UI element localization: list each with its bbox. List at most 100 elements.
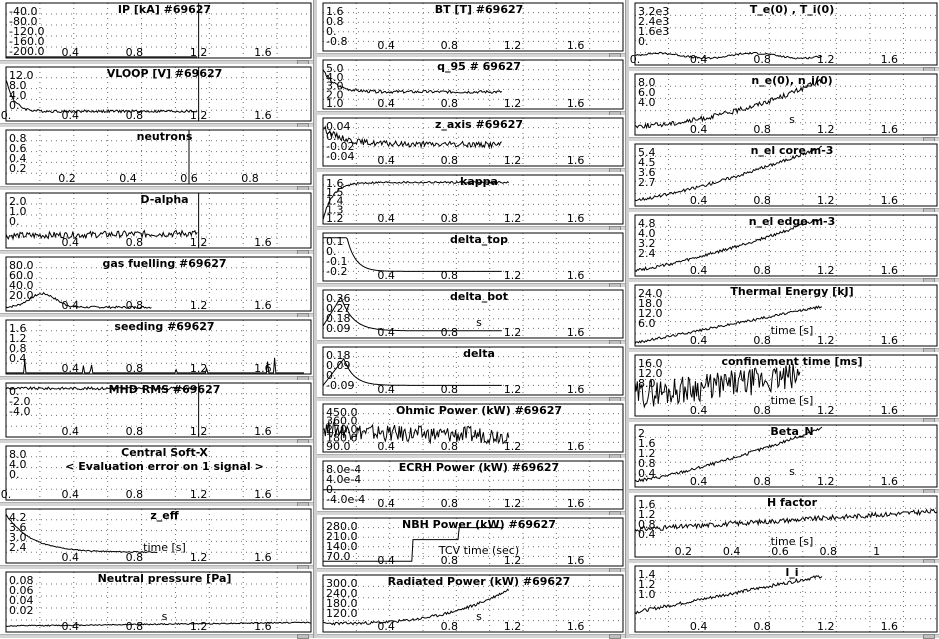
plot-annotation: s: [789, 465, 795, 478]
plot-panel-kappa[interactable]: 1.6 1.5 1.4 1.3 1.2 0.4 0.8 1.2 1.6 kappa: [317, 172, 625, 226]
plot-frame: [322, 174, 624, 225]
plot-panel-zaxis[interactable]: 0.04 0. -0.02 -0.04 0.4 0.8 1.2 1.6 z_axis #6962…: [317, 115, 625, 168]
plot-panel-gas[interactable]: 80.0 60.0 40.0 20.0 0.4 0.8 1.2 1.6 gas fuelling…: [0, 254, 313, 313]
plot-svg-dalpha: 2.01.00. 0.4 0.8 1.2 1.6 D-alpha: [5, 192, 312, 249]
panel-separator[interactable]: [317, 226, 625, 230]
panel-separator[interactable]: [317, 283, 625, 287]
y-tick-label: 8.0: [638, 76, 656, 89]
plot-frame: [322, 403, 624, 453]
y-tick-label: 80.0: [9, 259, 34, 272]
x-tick-label: 1.2: [190, 109, 208, 122]
panel-separator[interactable]: [317, 454, 625, 458]
plot-panel-ne0[interactable]: 8.0 6.0 4.0 0.4 0.8 1.2 1.6 n_e(0), n_i(0) s: [629, 71, 939, 137]
plot-panel-deltabot[interactable]: 0.36 0.27 0.18 0.09 0.4 0.8 1.2 1.6 delta_bot s: [317, 287, 625, 340]
panel-separator[interactable]: [629, 348, 939, 352]
panel-separator[interactable]: [0, 376, 313, 380]
panel-separator[interactable]: [0, 634, 313, 638]
y-tick-label: 0.04: [326, 120, 351, 133]
plot-panel-betan[interactable]: 2 1.6 1.2 0.8 0.4 0.4 0.8 1.2 1.6 Beta_N s: [629, 422, 939, 489]
panel-separator[interactable]: [317, 634, 625, 638]
panel-resize-handle[interactable]: [609, 634, 621, 639]
panel-resize-handle[interactable]: [297, 634, 309, 639]
plot-annotation: s: [789, 113, 795, 126]
plot-panel-vloop[interactable]: 12.0 8.0 4.0 0. 0. 0.4 0.8 1.2 1.6 VLOOP [V] #696…: [0, 64, 313, 123]
panel-separator[interactable]: [629, 137, 939, 141]
plot-frame: [634, 73, 938, 136]
plot-panel-rad[interactable]: 300.0 240.0 180.0 120.0 0.4 0.8 1.2 1.6 Radiated…: [317, 572, 625, 634]
plot-title: Ohmic Power (kW) #69627: [396, 404, 562, 417]
panel-separator[interactable]: [629, 634, 939, 638]
y-tick-label: 18.0: [638, 297, 663, 310]
y-tick-label: 1.6: [326, 5, 344, 18]
panel-separator[interactable]: [0, 565, 313, 569]
plot-panel-tau[interactable]: 16.0 12.0 8.0 0.4 0.8 1.2 1.6 confinement time …: [629, 352, 939, 418]
y-tick-label: 8.0: [9, 79, 27, 92]
plot-panel-mhd[interactable]: 0. -2.0 -4.0 0.4 0.8 1.2 1.6 MHD RMS #69627: [0, 380, 313, 439]
plot-panel-ecrh[interactable]: 8.0e-4 4.0e-4 0. -4.0e-4 0.4 0.8 1.2 1.6 ECRH Po…: [317, 458, 625, 511]
panel-separator[interactable]: [0, 439, 313, 443]
plot-title: Central Soft-X: [121, 446, 208, 459]
panel-separator[interactable]: [0, 313, 313, 317]
y-tick-label: -120.0: [9, 25, 44, 38]
x-tick-label: 1.2: [817, 404, 835, 417]
panel-separator[interactable]: [0, 250, 313, 254]
y-tick-label: 4.0: [9, 89, 27, 102]
plot-panel-needge[interactable]: 4.8 4.0 3.2 2.4 0.4 0.8 1.2 1.6 n_el edge m-3: [629, 212, 939, 278]
panel-separator[interactable]: [317, 568, 625, 572]
panel-separator[interactable]: [629, 418, 939, 422]
plot-panel-ohmic[interactable]: 450.0 360.0 270.0 180.0 90.0 0.4 0.8 1.2 1.6 Ohmi…: [317, 401, 625, 454]
plot-panel-li[interactable]: 1.4 1.2 1.0 0.4 0.8 1.2 1.6 l_i: [629, 563, 939, 634]
panel-separator[interactable]: [629, 208, 939, 212]
panel-separator[interactable]: [317, 53, 625, 57]
x-tick-label: 0.4: [61, 299, 79, 312]
plot-panel-wth[interactable]: 24.0 18.0 12.0 6.0 0.4 0.8 1.2 1.6 Thermal Energ…: [629, 282, 939, 348]
plot-panel-bt[interactable]: 1.6 0.8 0. -0.8 0.4 0.8 1.2 1.6 BT [T] #69627: [317, 0, 625, 53]
plot-panel-ip[interactable]: -40.0 -80.0 -120.0 -160.0 -200.0 0.4 0.8 1.2 1.6…: [0, 0, 313, 60]
y-tick-label: 16.0: [638, 357, 663, 370]
plot-panel-nbh[interactable]: 280.0 210.0 140.0 70.0 0.4 0.8 1.2 1.6 NBH Power…: [317, 515, 625, 568]
y-tick-label: 1.2: [326, 212, 344, 225]
plot-panel-seeding[interactable]: 1.6 1.2 0.8 0.4 0.4 0.8 1.2 1.6 seeding #69627: [0, 317, 313, 376]
plot-panel-delta[interactable]: 0.18 0.09 0. -0.09 0.4 0.8 1.2 1.6 delta: [317, 344, 625, 397]
x-tick-label: 0.8: [753, 194, 771, 207]
panel-separator[interactable]: [0, 186, 313, 190]
panel-separator[interactable]: [0, 123, 313, 127]
panel-separator[interactable]: [0, 502, 313, 506]
plot-frame: [634, 214, 938, 277]
plot-frame: [5, 129, 312, 185]
panel-separator[interactable]: [0, 60, 313, 64]
plot-panel-dalpha[interactable]: 2.0 1.0 0. 0.4 0.8 1.2 1.6 D-alpha: [0, 190, 313, 250]
x-tick-label: 0.4: [690, 194, 708, 207]
panel-separator[interactable]: [317, 511, 625, 515]
plot-panel-zeff[interactable]: 4.2 3.6 3.0 2.4 0.4 0.8 1.2 1.6 z_eff time [s]: [0, 506, 313, 565]
panel-separator[interactable]: [317, 168, 625, 172]
panel-separator[interactable]: [629, 278, 939, 282]
plot-panel-deltatop[interactable]: 0.1 0. -0.1 -0.2 0.4 0.8 1.2 1.6 delta_top: [317, 230, 625, 283]
plot-svg-ne0: 8.06.04.0 0.4 0.8 1.2 1.6 n_e(0), n_i(0)s: [634, 73, 938, 136]
plot-panel-neutrons[interactable]: 0.8 0.6 0.4 0.2 0.2 0.4 0.6 0.8 neutrons: [0, 127, 313, 186]
plot-panel-softx[interactable]: 8.0 4.0 0. 0. 0.4 0.8 1.2 1.6 Central Soft-X < Ev…: [0, 443, 313, 502]
plot-title: D-alpha: [140, 193, 188, 206]
plot-annotation: time [s]: [771, 535, 814, 548]
panel-separator[interactable]: [629, 67, 939, 71]
plot-panel-necore[interactable]: 5.4 4.5 3.6 2.7 0.4 0.8 1.2 1.6 n_el core m-3: [629, 141, 939, 208]
y-tick-label: 0.8: [326, 15, 344, 28]
plot-panel-q95[interactable]: 5.0 4.0 3.0 2.0 1.0 0.4 0.8 1.2 1.6 q_95 # 69627: [317, 57, 625, 111]
panel-resize-handle[interactable]: [923, 634, 935, 639]
x-tick-label: 1.6: [567, 269, 585, 282]
panel-separator[interactable]: [629, 559, 939, 563]
plot-panel-te[interactable]: 3.2e3 2.4e3 1.6e3 0. 0. 0.4 0.8 1.2 1.6 T_e(0) , …: [629, 0, 939, 67]
y-tick-label: 300.0: [326, 577, 358, 590]
y-tick-label: 0.4: [9, 152, 27, 165]
panel-separator[interactable]: [317, 340, 625, 344]
panel-separator[interactable]: [317, 397, 625, 401]
panel-separator[interactable]: [629, 489, 939, 493]
panel-separator[interactable]: [317, 111, 625, 115]
x-tick-label: 1.6: [567, 212, 585, 225]
plot-panel-npress[interactable]: 0.08 0.06 0.04 0.02 0.4 0.8 1.2 1.6 Neutral pres…: [0, 569, 313, 634]
x-tick-label: 1.6: [254, 362, 272, 375]
x-tick-label: 1.2: [190, 551, 208, 564]
plot-panel-hfac[interactable]: 1.6 1.2 0.8 0.4 0.2 0.4 0.6 0.8 1 H factor time [s…: [629, 493, 939, 559]
plot-frame: [634, 565, 938, 633]
